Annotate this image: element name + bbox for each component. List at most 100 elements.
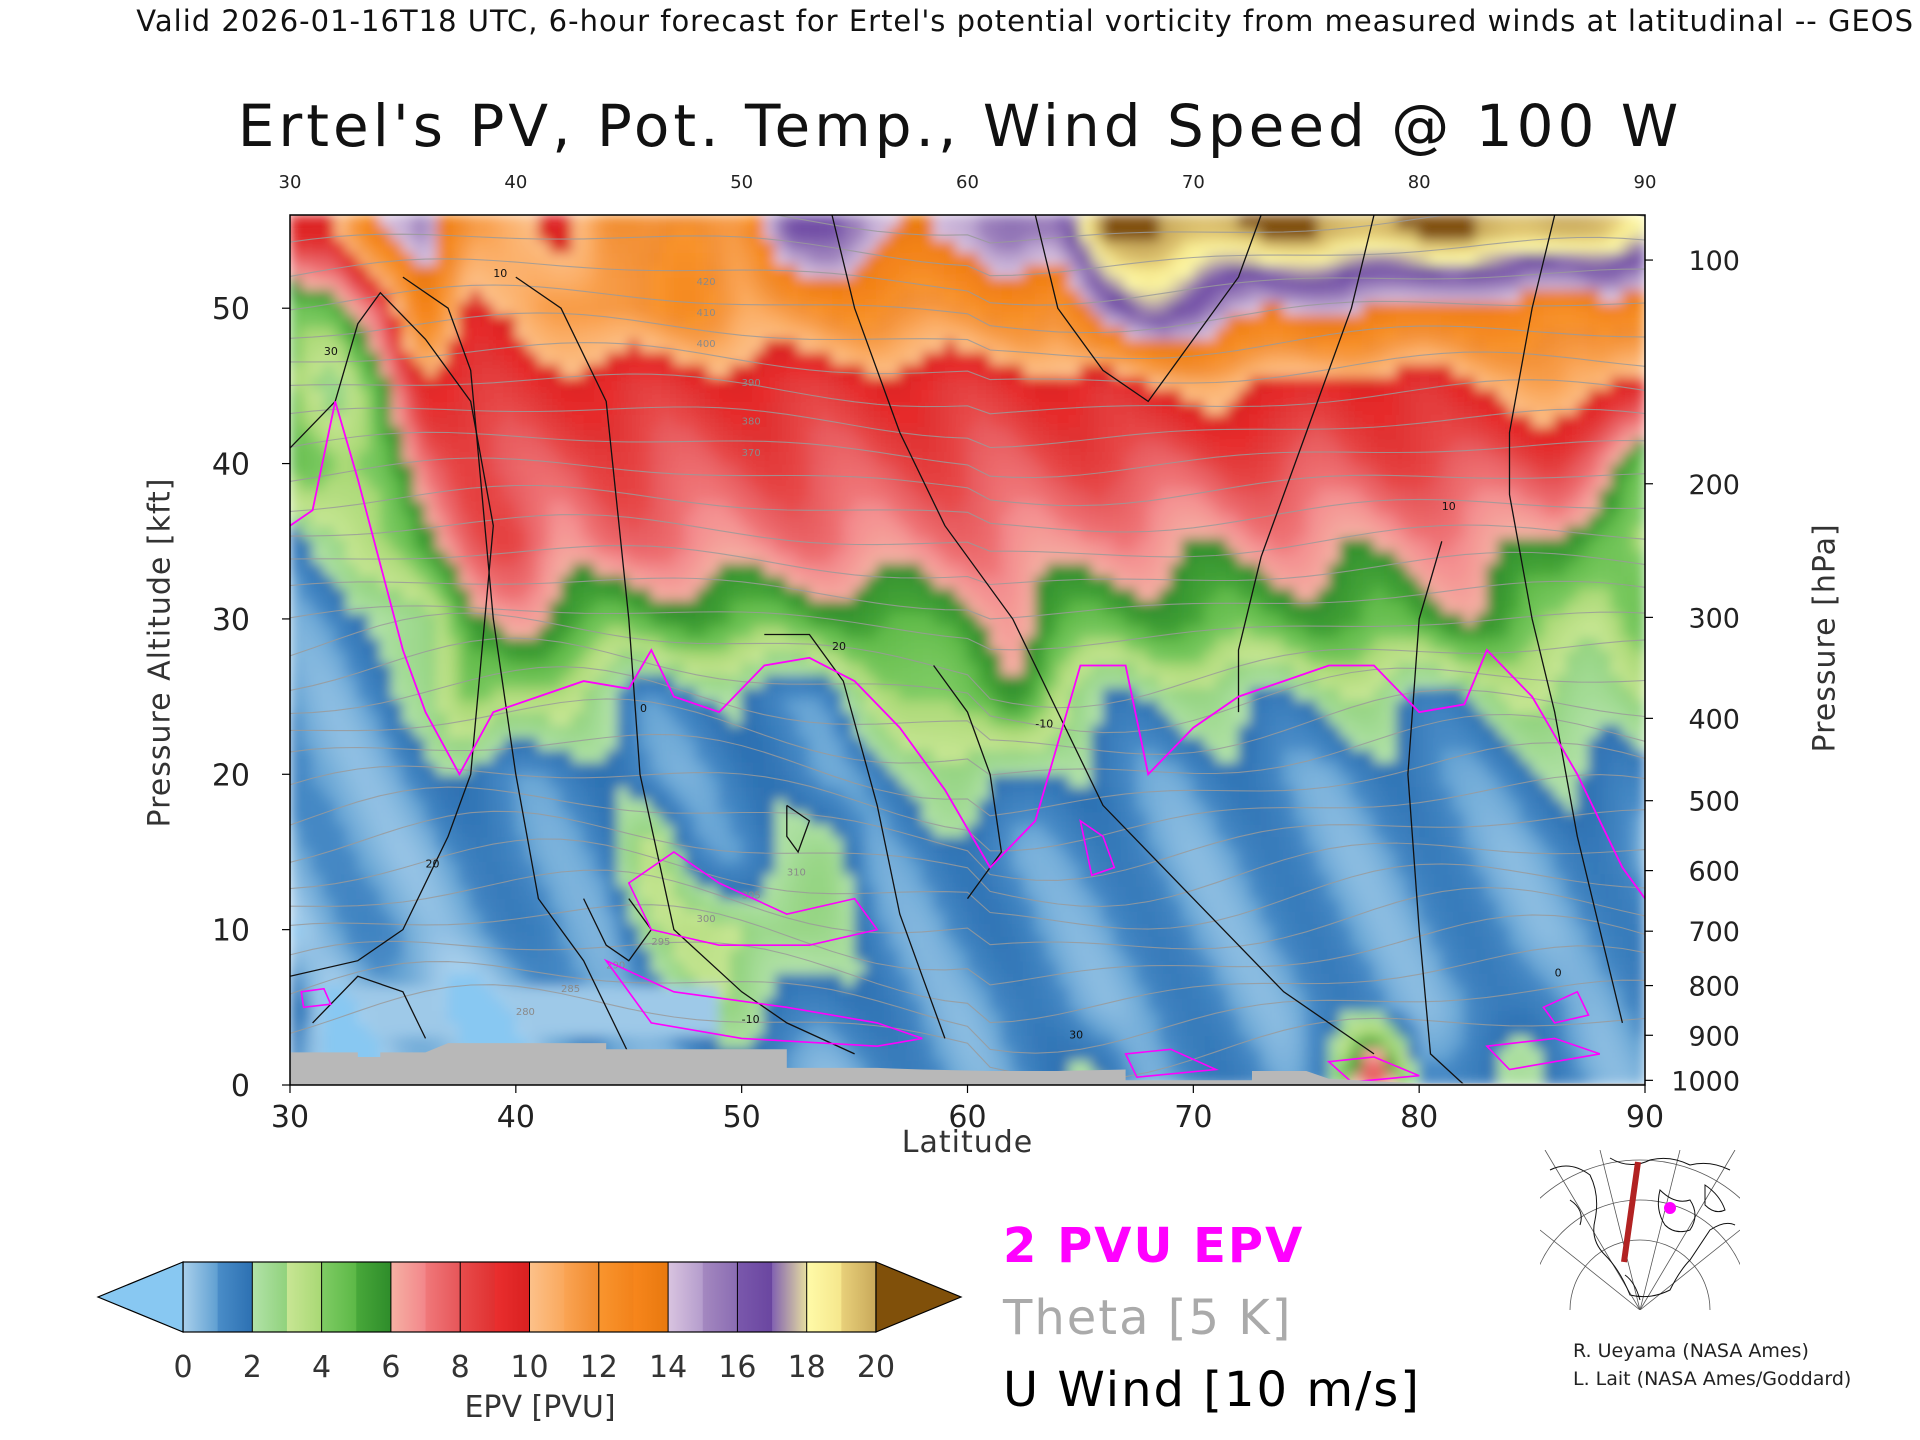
theta-contour-line <box>290 838 1645 930</box>
theta-contour-line <box>290 342 1645 384</box>
colorbar-tick-label: 16 <box>718 1350 756 1385</box>
u-wind-label: 0 <box>1555 966 1562 979</box>
pv-2pvu-blob <box>1079 819 1116 877</box>
colorbar-bin <box>390 1262 427 1332</box>
colorbar-bin <box>321 1262 357 1332</box>
top-tick-label: 30 <box>279 172 302 193</box>
theta-contour-line <box>773 215 1645 244</box>
u-wind-label: 30 <box>324 345 338 358</box>
theta-contour-line <box>290 258 1645 306</box>
theta-contour-line <box>290 514 1645 558</box>
theta-label: 370 <box>742 448 761 459</box>
colorbar-tick-label: 10 <box>510 1350 548 1385</box>
epv-colorbar: 0 2 4 6 8 10 12 14 16 18 20 <box>96 1261 963 1385</box>
pressure-tick-label: 300 <box>1688 603 1740 634</box>
colorbar-bin <box>633 1262 669 1332</box>
theta-contour-line <box>290 810 1645 907</box>
pressure-tick-label: 600 <box>1688 857 1740 888</box>
theta-label: 295 <box>651 937 670 948</box>
colorbar-bin <box>564 1262 600 1332</box>
theta-contour-line <box>290 940 1645 1024</box>
theta-contour-line <box>290 577 1645 620</box>
y-axis-label-right: Pressure [hPa] <box>1807 523 1843 753</box>
top-tick-label: 40 <box>504 172 527 193</box>
colorbar-bin <box>356 1262 392 1332</box>
y-tick-label: 40 <box>212 448 250 483</box>
u-wind-contour-line <box>515 276 855 1055</box>
theta-contour-line <box>290 233 1645 277</box>
x-axis-label: Latitude <box>901 1125 1034 1160</box>
pressure-tick-label: 200 <box>1688 470 1740 501</box>
u-wind-contour-line <box>583 898 653 962</box>
theta-contour-line <box>290 431 1645 479</box>
colorbar-bin <box>217 1262 253 1332</box>
x-tick-label: 40 <box>497 1100 535 1135</box>
y-tick-label: 50 <box>212 292 250 327</box>
pv-2pvu-blob <box>1124 1048 1219 1079</box>
pv-2pvu-contour <box>290 401 1645 1083</box>
theta-contour-line <box>290 984 1645 1081</box>
theta-label: 290 <box>606 960 625 971</box>
colorbar-bin <box>772 1262 808 1332</box>
theta-label: 285 <box>561 984 580 995</box>
terrain-mask <box>290 1043 1645 1085</box>
colorbar-bin <box>668 1262 704 1332</box>
u-wind-contour-line <box>402 276 630 1055</box>
location-inset-map <box>1540 1150 1740 1310</box>
pv-2pvu-blob <box>1326 1056 1420 1083</box>
colorbar-tick-label: 20 <box>857 1350 895 1385</box>
colorbar-bin <box>598 1262 634 1332</box>
theta-label: 390 <box>742 378 761 389</box>
theta-contour-line <box>290 545 1645 586</box>
u-wind-contour-line <box>1508 215 1624 1024</box>
colorbar-tick-label: 14 <box>649 1350 687 1385</box>
terrain-fill <box>290 1043 1645 1085</box>
colorbar-tick-label: 8 <box>451 1350 470 1385</box>
legend-pv-contour: 2 PVU EPV <box>1003 1218 1305 1274</box>
pressure-tick-label: 900 <box>1688 1021 1740 1052</box>
colorbar-under-arrow <box>96 1261 184 1333</box>
pressure-tick-label: 400 <box>1688 704 1740 735</box>
theta-contour-line <box>290 457 1645 507</box>
pv-2pvu-line <box>290 401 1645 900</box>
pv-2pvu-blob <box>603 958 923 1048</box>
theta-contour-line <box>290 786 1645 881</box>
u-wind-label: 20 <box>832 640 846 653</box>
x-tick-label: 80 <box>1400 1100 1438 1135</box>
colorbar-tick-label: 0 <box>173 1350 192 1385</box>
theta-label: 280 <box>516 1007 535 1018</box>
u-wind-label: 10 <box>493 267 507 280</box>
theta-contour-line <box>290 284 1645 334</box>
x-tick-label: 30 <box>271 1100 309 1135</box>
u-wind-contour-line <box>1034 215 1262 403</box>
theta-contour-line <box>290 612 1645 709</box>
colorbar-bin <box>841 1262 877 1332</box>
y-axis-label-left: Pressure Altitude [kft] <box>142 477 178 828</box>
u-wind-contour-line <box>831 215 1375 1055</box>
legend-theta: Theta [5 K] <box>1003 1290 1293 1346</box>
colorbar-bin <box>806 1262 842 1332</box>
credit-line-1: R. Ueyama (NASA Ames) <box>1573 1340 1809 1362</box>
top-tick-label: 50 <box>730 172 753 193</box>
pv-2pvu-blob <box>1485 1037 1601 1071</box>
valid-time-header: Valid 2026-01-16T18 UTC, 6-hour forecast… <box>136 4 1914 38</box>
theta-contour-line <box>290 698 1645 776</box>
theta-contour-line <box>290 484 1645 533</box>
theta-contour-line <box>290 666 1645 755</box>
colorbar-bin <box>702 1262 738 1332</box>
epv-shading <box>290 215 1645 1085</box>
x-tick-label: 60 <box>948 1100 986 1135</box>
colorbar-label: EPV [PVU] <box>464 1390 616 1425</box>
theta-label: 400 <box>697 339 716 350</box>
u-wind-contour-line <box>786 804 811 854</box>
theta-label: 310 <box>787 867 806 878</box>
top-tick-label: 60 <box>956 172 979 193</box>
credit-line-2: L. Lait (NASA Ames/Goddard) <box>1573 1368 1852 1390</box>
y-tick-label: 10 <box>212 914 250 949</box>
pressure-tick-label: 100 <box>1688 246 1740 277</box>
theta-contour-line <box>290 312 1645 360</box>
theta-contour-line <box>290 733 1645 817</box>
colorbar-tick-label: 6 <box>381 1350 400 1385</box>
theta-contour-line <box>290 961 1645 1054</box>
